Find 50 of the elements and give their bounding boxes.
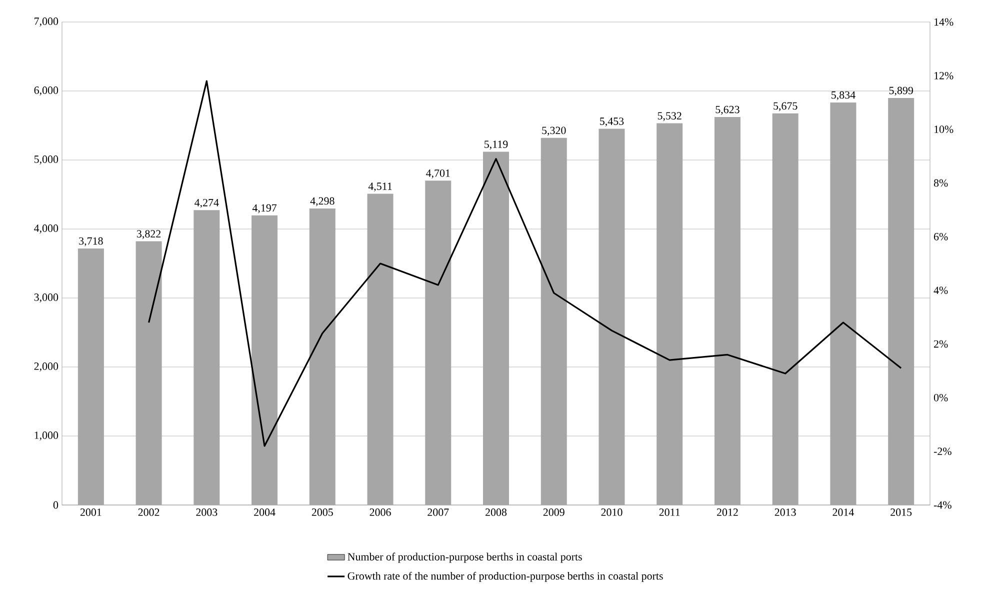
data-label: 5,453 — [600, 118, 624, 127]
y2-tick-label: -4% — [934, 501, 952, 509]
x-tick-label: 2015 — [890, 508, 912, 516]
y-tick-label: 6,000 — [34, 86, 58, 96]
x-tick-label: 2001 — [80, 508, 102, 516]
legend-label: Number of production-purpose berths in coastal ports — [348, 552, 582, 563]
y2-tick-label: 10% — [934, 126, 954, 134]
x-tick-label: 2008 — [486, 508, 507, 516]
x-tick-label: 2007 — [428, 508, 449, 516]
y-tick-label: 7,000 — [34, 18, 58, 26]
y-tick-label: 5,000 — [34, 156, 58, 164]
x-tick-label: 2014 — [832, 508, 854, 516]
data-label: 4,197 — [252, 204, 277, 214]
x-tick-label: 2006 — [370, 508, 391, 516]
y2-tick-label: 4% — [934, 286, 948, 294]
x-tick-label: 2005 — [312, 508, 333, 516]
data-label: 5,320 — [542, 126, 566, 136]
legend-label: Growth rate of the number of production-purpose berths in coastal ports — [348, 572, 663, 582]
y-tick-label: 1,000 — [34, 432, 58, 440]
y-tick-label: 4,000 — [34, 224, 58, 234]
y2-tick-label: 8% — [934, 179, 948, 187]
y-tick-label: 2,000 — [34, 362, 58, 372]
data-label: 5,899 — [889, 86, 913, 96]
data-label: 4,511 — [368, 182, 392, 192]
x-tick-label: 2004 — [254, 508, 276, 516]
data-label: 3,822 — [137, 230, 161, 240]
data-label: 5,623 — [716, 106, 740, 115]
y2-tick-label: 0% — [934, 394, 948, 402]
y2-tick-label: 6% — [934, 232, 948, 240]
x-tick-label: 2003 — [196, 508, 218, 516]
x-tick-label: 2009 — [543, 508, 564, 516]
data-label: 4,701 — [426, 169, 450, 178]
y2-tick-label: -2% — [934, 448, 952, 456]
y-tick-label: 0 — [53, 501, 58, 509]
x-tick-label: 2012 — [717, 508, 738, 516]
data-label: 3,718 — [79, 237, 103, 246]
x-tick-label: 2013 — [774, 508, 796, 516]
data-label: 5,675 — [774, 102, 798, 112]
y2-tick-label: 2% — [934, 340, 948, 348]
data-label: 4,274 — [194, 198, 219, 208]
data-label: 5,834 — [832, 91, 856, 100]
x-tick-label: 2011 — [659, 508, 680, 516]
data-label: 5,119 — [484, 140, 508, 150]
y2-tick-label: 14% — [934, 18, 954, 26]
y2-tick-label: 12% — [934, 72, 954, 80]
x-tick-label: 2002 — [138, 508, 160, 516]
data-label: 5,532 — [658, 112, 682, 122]
y-tick-label: 3,000 — [34, 294, 58, 302]
x-tick-label: 2010 — [601, 508, 622, 516]
data-label: 4,298 — [310, 197, 334, 206]
